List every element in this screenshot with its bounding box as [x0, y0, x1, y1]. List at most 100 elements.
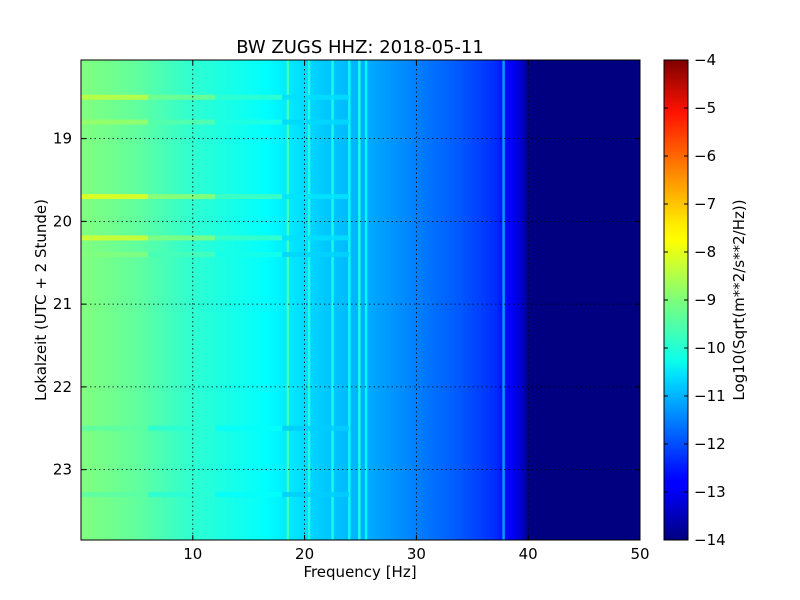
spectrum-column [558, 60, 563, 540]
colorbar-tick-label: −11 [694, 387, 726, 405]
spectrum-column [296, 60, 300, 540]
spectrum-column [338, 60, 342, 540]
spectrum-column [435, 60, 440, 540]
spectrum-column [332, 60, 336, 540]
spectrum-column [195, 60, 199, 540]
spectrum-column [273, 60, 278, 540]
x-tick-label: 50 [630, 545, 649, 563]
spectral-line [358, 60, 361, 540]
spectrogram-plot-area [81, 60, 640, 540]
spectrum-column [508, 60, 513, 540]
spectral-line [364, 60, 368, 540]
spectrum-column [544, 60, 549, 540]
spectrum-column [178, 60, 183, 540]
time-event-band [215, 235, 283, 241]
spectrum-column [120, 60, 124, 540]
spectrum-column [466, 60, 471, 540]
spectrum-column [595, 60, 599, 540]
spectrum-column [416, 60, 420, 540]
spectrum-column [257, 60, 261, 540]
spectrum-column [399, 60, 404, 540]
time-event-band [282, 425, 350, 431]
spectrum-column [472, 60, 476, 540]
spectrum-column [480, 60, 485, 540]
time-event-band [81, 119, 149, 125]
spectrum-column [92, 60, 96, 540]
spectrum-column [603, 60, 608, 540]
spectrum-column [231, 60, 236, 540]
x-tick-label: 10 [183, 545, 202, 563]
spectrum-column [268, 60, 272, 540]
time-event-band [81, 425, 149, 431]
y-tick-label: 22 [53, 378, 72, 396]
spectrum-column [248, 60, 253, 540]
spectrum-column [301, 60, 306, 540]
spectrum-column [290, 60, 295, 540]
spectrum-column [259, 60, 264, 540]
spectrum-column [217, 60, 222, 540]
time-event-band [282, 94, 350, 100]
spectrum-column [530, 60, 535, 540]
time-event-band [215, 251, 283, 257]
spectrum-column [497, 60, 501, 540]
time-event-band [215, 425, 283, 431]
spectrum-column [452, 60, 457, 540]
spectrum-column [598, 60, 602, 540]
spectrum-column [167, 60, 172, 540]
spectrum-column [433, 60, 437, 540]
spectrum-column [352, 60, 356, 540]
spectrum-column [89, 60, 93, 540]
spectrum-column [335, 60, 339, 540]
spectrum-column [561, 60, 566, 540]
spectrum-column [206, 60, 211, 540]
spectrum-column [589, 60, 594, 540]
spectrum-column [190, 60, 194, 540]
colorbar-tick-label: −6 [694, 147, 716, 165]
spectrum-column [368, 60, 373, 540]
spectrum-column [475, 60, 479, 540]
x-tick-label: 40 [519, 545, 538, 563]
spectrum-column [203, 60, 208, 540]
spectrum-column [458, 60, 462, 540]
spectrum-column [575, 60, 580, 540]
spectrum-column [637, 60, 640, 540]
spectrum-column [539, 60, 543, 540]
spectrum-column [396, 60, 401, 540]
spectrum-column [315, 60, 320, 540]
spectrum-column [81, 60, 85, 540]
spectrum-column [142, 60, 146, 540]
spectrum-column [148, 60, 152, 540]
spectrum-column [100, 60, 104, 540]
spectrum-column [606, 60, 610, 540]
spectrum-column [494, 60, 499, 540]
spectrum-column [449, 60, 454, 540]
spectral-line [348, 60, 351, 540]
spectrum-column [634, 60, 638, 540]
spectrum-column [421, 60, 426, 540]
spectrum-column [570, 60, 574, 540]
time-event-band [148, 119, 216, 125]
spectrum-column [419, 60, 423, 540]
spectrum-column [229, 60, 233, 540]
time-event-band [282, 491, 350, 497]
spectrum-column [97, 60, 102, 540]
plot-frame [80, 59, 641, 541]
spectrum-column [304, 60, 308, 540]
spectrum-column [500, 60, 504, 540]
spectrum-column [254, 60, 258, 540]
spectrum-column [522, 60, 527, 540]
spectrum-column [391, 60, 395, 540]
spectrum-column [201, 60, 205, 540]
spectrum-column [408, 60, 412, 540]
spectrum-column [262, 60, 267, 540]
spectrum-column [153, 60, 158, 540]
spectrum-column [326, 60, 331, 540]
spectrum-column [528, 60, 532, 540]
spectrum-column [215, 60, 219, 540]
spectrum-column [377, 60, 381, 540]
spectrum-column [321, 60, 325, 540]
spectrum-column [237, 60, 241, 540]
colorbar-ticks: −4 −5 −6 −7 −8 −9 −10 −11 −12 −13 −14 [664, 51, 726, 549]
spectrum-column [209, 60, 213, 540]
time-event-band [282, 251, 350, 257]
